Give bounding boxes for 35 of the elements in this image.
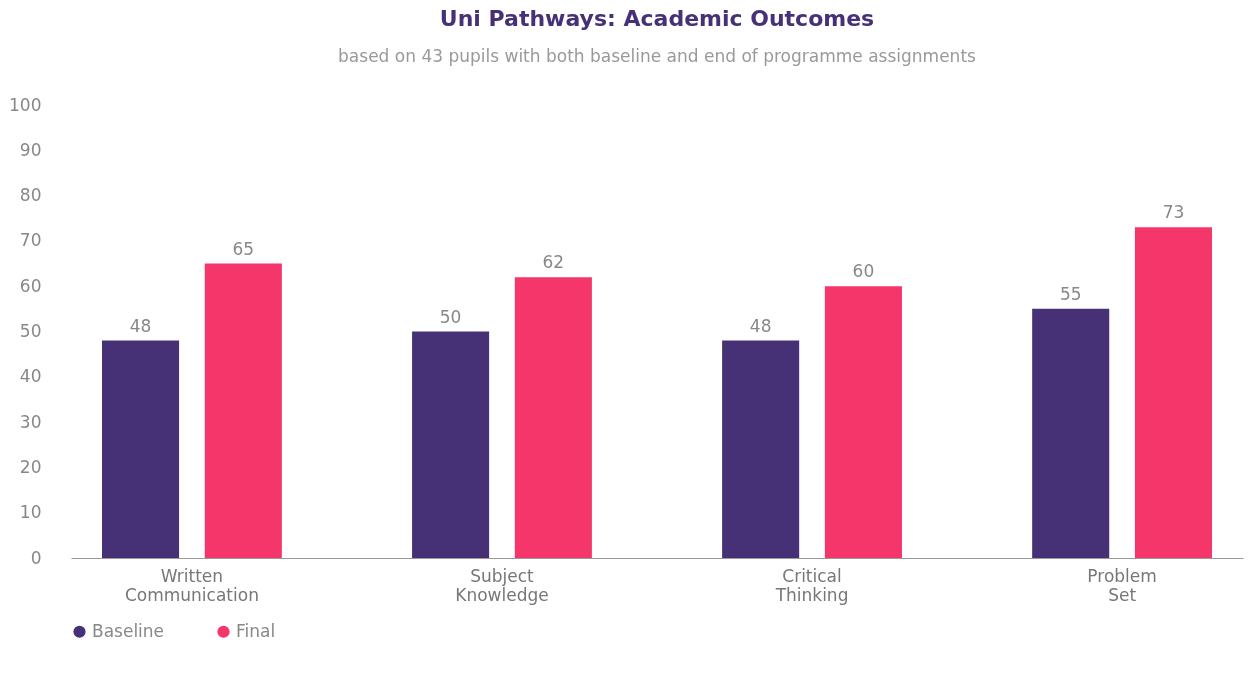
bar [824,286,902,558]
data-label: 62 [542,252,565,273]
y-tick-label: 90 [19,139,42,160]
y-tick-label: 30 [19,411,42,432]
legend-label: Baseline [92,620,165,641]
x-tick-label: Problem Set [1087,565,1157,605]
bar [722,340,800,558]
y-tick-label: 70 [19,230,42,251]
bar [1032,308,1110,558]
bar [204,263,282,558]
bar [514,277,592,558]
x-tick-label: Written Communication [124,565,259,605]
data-label: 50 [439,306,462,327]
data-label: 60 [852,261,875,282]
bar [1134,227,1212,558]
data-label: 48 [129,315,152,336]
y-tick-label: 80 [19,185,42,206]
y-tick-label: 100 [9,94,42,115]
legend-label: Final [236,620,276,641]
bar [412,331,490,558]
y-tick-label: 50 [19,321,42,341]
y-tick-label: 60 [19,275,42,296]
data-label: 55 [1059,283,1082,304]
bar [102,340,180,558]
x-tick-label: Critical Thinking [774,565,849,605]
data-label: 48 [749,315,772,336]
y-tick-label: 40 [19,366,42,387]
data-label: 73 [1162,202,1185,223]
y-tick-label: 0 [30,547,42,568]
chart-subtitle: based on 43 pupils with both baseline and end of programme assignments [338,46,977,66]
data-label: 65 [232,238,255,259]
chart-title: Uni Pathways: Academic Outcomes [439,6,875,31]
y-tick-label: 20 [19,456,42,477]
y-tick-label: 10 [19,502,42,523]
x-tick-label: Subject Knowledge [455,565,549,605]
